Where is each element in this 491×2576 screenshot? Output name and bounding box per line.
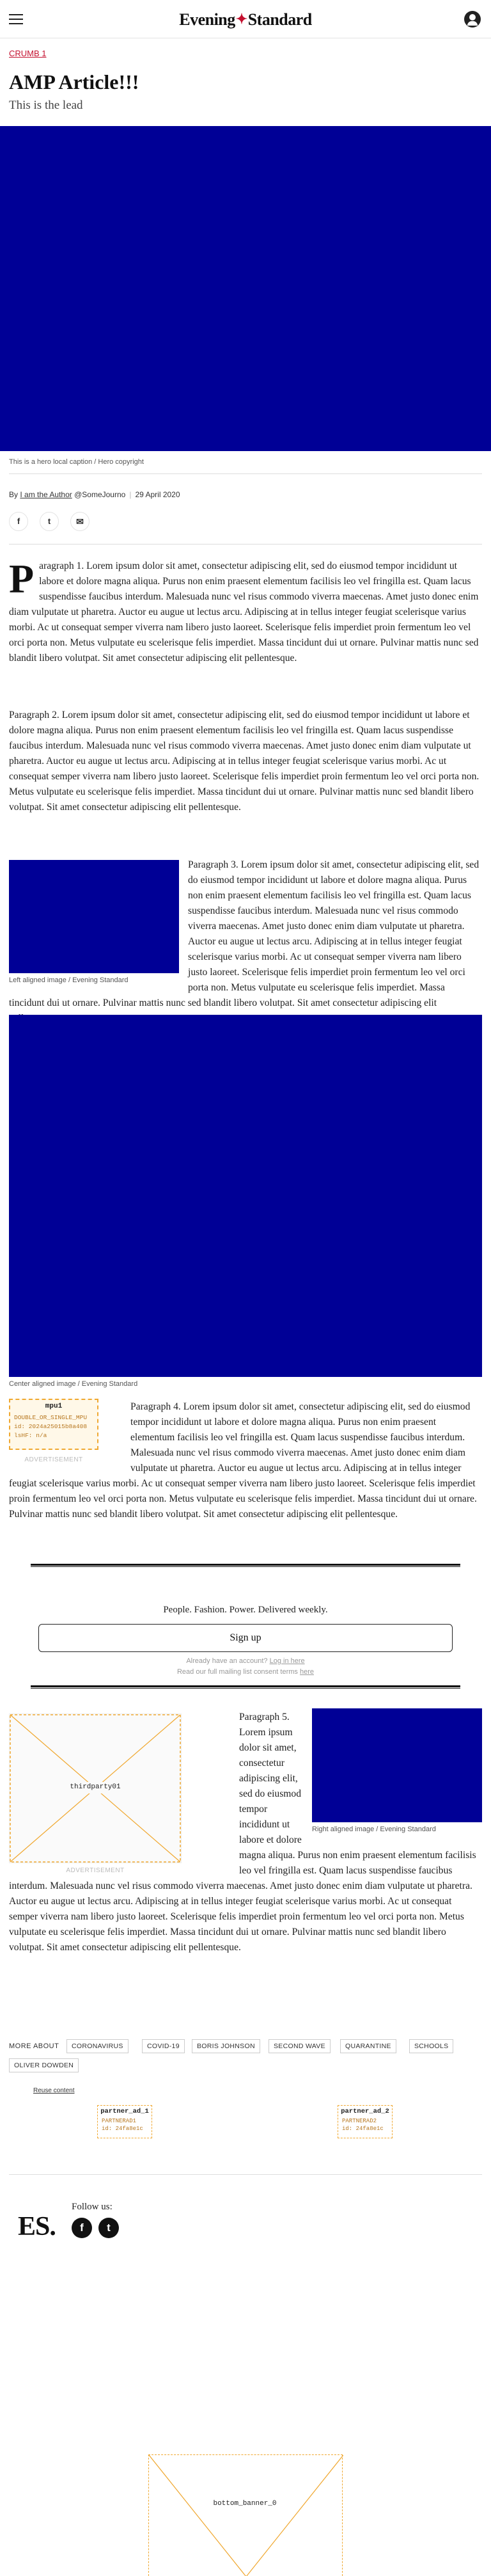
logo-star-icon: ✦ xyxy=(235,11,247,27)
login-link[interactable]: Log in here xyxy=(269,1657,305,1665)
share-email-icon[interactable]: ✉ xyxy=(70,512,90,531)
ad-slot-title: thirdparty01 xyxy=(70,1783,121,1791)
thirdparty-ad-slot[interactable]: thirdparty01 xyxy=(9,1713,182,1863)
reuse-content-link[interactable]: Reuse content xyxy=(33,2087,75,2094)
footer-divider xyxy=(9,2174,482,2175)
hero-caption: This is a hero local caption / Hero copy… xyxy=(9,458,144,466)
advertisement-label: ADVERTISEMENT xyxy=(66,1867,125,1874)
paragraph-5-text: Paragraph 5. Lorem ipsum dolor sit amet,… xyxy=(9,1712,476,1953)
user-account-icon[interactable] xyxy=(464,11,481,28)
topic-tag[interactable]: QUARANTINE xyxy=(340,2039,396,2053)
partner-ad-slot-2[interactable]: partner_ad_2 PARTNERAD2 id: 24fa8e1c xyxy=(338,2105,393,2138)
drop-cap: P xyxy=(9,556,35,601)
paragraph-4: Paragraph 4. Lorem ipsum dolor sit amet,… xyxy=(9,1399,482,1522)
ad-slot-id: id: 24fa8e1c xyxy=(342,2126,384,2132)
twitter-icon[interactable]: t xyxy=(98,2218,119,2238)
paragraph-3: Paragraph 3. Lorem ipsum dolor sit amet,… xyxy=(9,857,482,1026)
byline-prefix: By xyxy=(9,490,19,499)
ad-slot-title: partner_ad_2 xyxy=(341,2108,389,2115)
paragraph-5: Paragraph 5. Lorem ipsum dolor sit amet,… xyxy=(9,1710,482,1955)
article-lead: This is the lead xyxy=(9,99,83,112)
author-link[interactable]: I am the Author xyxy=(20,490,72,499)
share-facebook-icon[interactable]: f xyxy=(9,512,28,531)
ad-slot-title: partner_ad_1 xyxy=(100,2108,149,2115)
newsletter-tagline: People. Fashion. Power. Delivered weekly… xyxy=(163,1605,328,1615)
mpu-ad-slot[interactable]: mpu1 DOUBLE_OR_SINGLE_MPU id: 2024a25015… xyxy=(9,1399,98,1467)
hamburger-menu-icon[interactable] xyxy=(9,14,23,24)
newsletter-signup-button[interactable]: Sign up xyxy=(38,1624,453,1652)
paragraph-4-text: Paragraph 4. Lorem ipsum dolor sit amet,… xyxy=(9,1401,477,1520)
topic-tag[interactable]: BORIS JOHNSON xyxy=(192,2039,260,2053)
breadcrumb[interactable]: CRUMB 1 xyxy=(9,49,47,58)
newsletter-account-text: Already have an account? Log in here xyxy=(0,1657,491,1665)
terms-prefix: Read our full mailing list consent terms xyxy=(176,1668,298,1676)
paragraph-3-text: Paragraph 3. Lorem ipsum dolor sit amet,… xyxy=(9,859,479,1024)
article-title: AMP Article!!! xyxy=(9,70,139,93)
ad-slot-id: id: 24fa8e1c xyxy=(102,2126,143,2132)
topic-tag[interactable]: SECOND WAVE xyxy=(269,2039,331,2053)
ad-slot-id: id: 2024a25015b8a408 xyxy=(14,1423,88,1430)
newsletter-top-rule xyxy=(31,1564,460,1567)
ad-placeholder-graphic xyxy=(10,1714,181,1863)
byline: By I am the Author @SomeJourno | 29 April … xyxy=(9,490,180,499)
ad-slot-title: mpu1 xyxy=(45,1403,63,1410)
divider xyxy=(9,473,482,474)
topic-tag[interactable]: CORONAVIRUS xyxy=(66,2039,129,2053)
right-image-caption: Right aligned image / Evening Standard xyxy=(312,1825,436,1833)
follow-us-label: Follow us: xyxy=(72,2202,113,2212)
logo-text-standard: Standard xyxy=(247,10,313,29)
site-logo[interactable]: Evening✦Standard xyxy=(0,10,491,29)
paragraph-1-text: aragraph 1. Lorem ipsum dolor sit amet, … xyxy=(9,561,479,664)
center-aligned-image xyxy=(9,1015,482,1377)
ad-placeholder-graphic xyxy=(148,2454,344,2576)
topic-tag[interactable]: SCHOOLS xyxy=(409,2039,454,2053)
topic-tag[interactable]: COVID-19 xyxy=(142,2039,185,2053)
newsletter-bottom-rule xyxy=(31,1685,460,1689)
newsletter-terms-text: Read our full mailing list consent terms… xyxy=(0,1668,491,1676)
left-image-caption: Left aligned image / Evening Standard xyxy=(9,976,129,984)
topic-tag[interactable]: OLIVER DOWDEN xyxy=(9,2058,79,2072)
account-prefix: Already have an account? xyxy=(186,1657,268,1665)
ad-slot-type: PARTNERAD2 xyxy=(342,2118,377,2124)
right-aligned-image xyxy=(312,1708,482,1822)
left-aligned-image xyxy=(9,860,179,973)
more-about-label: MORE ABOUT xyxy=(9,2042,59,2050)
site-header: Evening✦Standard xyxy=(0,0,491,38)
logo-text-evening: Evening xyxy=(179,10,235,29)
hero-image xyxy=(0,126,491,451)
partner-ad-slot-1[interactable]: partner_ad_1 PARTNERAD1 id: 24fa8e1c xyxy=(97,2105,152,2138)
paragraph-2: Paragraph 2. Lorem ipsum dolor sit amet,… xyxy=(9,710,479,813)
footer-logo[interactable]: ES. xyxy=(18,2212,56,2241)
publish-date: 29 April 2020 xyxy=(135,490,180,499)
bottom-banner-ad-slot[interactable]: bottom_banner_0 xyxy=(148,2454,344,2576)
share-twitter-icon[interactable]: t xyxy=(40,512,59,531)
ad-slot-type: PARTNERAD1 xyxy=(102,2118,137,2124)
facebook-icon[interactable]: f xyxy=(72,2218,92,2238)
ad-slot-meta: lsHF: n/a xyxy=(14,1432,47,1439)
author-handle[interactable]: @SomeJourno xyxy=(74,490,126,499)
ad-slot-type: DOUBLE_OR_SINGLE_MPU xyxy=(14,1414,88,1421)
advertisement-label: ADVERTISEMENT xyxy=(24,1456,83,1463)
center-image-caption: Center aligned image / Evening Standard xyxy=(9,1380,138,1388)
terms-link[interactable]: here xyxy=(299,1668,314,1676)
ad-slot-title: bottom_banner_0 xyxy=(213,2500,277,2508)
divider xyxy=(9,544,482,545)
